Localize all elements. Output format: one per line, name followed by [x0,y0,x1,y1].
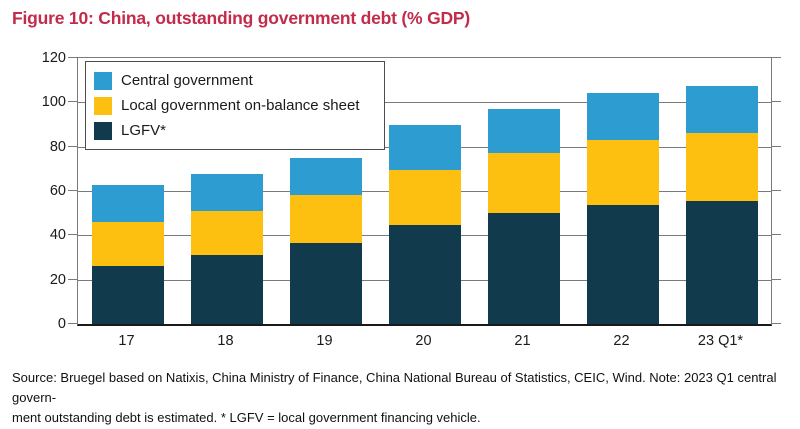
bar-segment [388,124,461,170]
x-axis-label: 21 [514,333,531,349]
legend: Central government Local government on-ba… [85,61,385,150]
bar-segment [289,195,362,244]
bar-segment [586,140,659,206]
x-axis-label: 23 Q1* [697,333,744,349]
y-axis-label: 120 [41,50,66,66]
bar-segment [586,93,659,141]
axis-tick [68,145,77,147]
legend-item: Central government [94,68,374,93]
axis-tick [772,190,781,191]
bar-segment [91,222,164,267]
bar-segment [91,266,164,324]
bar-segment [190,210,263,256]
x-axis-label: 22 [613,333,630,349]
bar-segment [91,185,164,223]
bar-segment [685,133,758,201]
y-axis-label: 100 [41,94,66,111]
axis-tick [772,323,781,324]
axis-tick [772,57,781,58]
bar-segment [685,85,758,134]
legend-item: LGFV* [94,118,374,143]
source-note-line-2: ment outstanding debt is estimated. * LG… [12,410,481,426]
legend-item: Local government on-balance sheet [94,93,374,118]
axis-tick [68,101,77,103]
y-axis-label: 20 [49,271,66,288]
plot-area: Central government Local government on-ba… [77,57,772,326]
bar-segment [289,243,362,324]
bar-segment [190,174,263,211]
axis-tick [68,278,77,280]
x-axis-label: 20 [415,333,432,349]
axis-tick [772,145,781,147]
legend-swatch [94,121,112,140]
bar-segment [388,169,461,226]
axis-tick [772,234,781,236]
bar-segment [685,200,758,324]
bar-segment [487,109,560,154]
bar-segment [487,153,560,214]
gridline [78,102,771,104]
x-axis-label: 17 [118,333,135,349]
axis-tick [772,278,781,280]
legend-label: Local government on-balance sheet [121,97,360,114]
source-note-line-1: Source: Bruegel based on Natixis, China … [12,370,777,406]
bar-segment [487,213,560,324]
axis-tick [68,190,77,191]
axis-tick [68,57,77,58]
x-axis-label: 19 [316,333,333,349]
bar-segment [388,225,461,324]
y-axis-label: 80 [49,138,66,155]
legend-label: LGFV* [121,122,167,139]
x-axis-label: 18 [217,333,234,349]
bar-segment [190,255,263,324]
y-axis-label: 0 [57,316,66,332]
legend-label: Central government [121,72,253,89]
axis-tick [68,323,77,324]
legend-swatch [94,71,112,90]
legend-swatch [94,96,112,115]
source-note: Source: Bruegel based on Natixis, China … [12,368,792,428]
axis-tick [772,101,781,103]
y-axis-label: 60 [49,183,66,199]
figure-title: Figure 10: China, outstanding government… [12,8,471,28]
bar-segment [289,157,362,196]
y-axis-label: 40 [49,227,66,244]
bar-segment [586,205,659,324]
axis-tick [68,234,77,236]
